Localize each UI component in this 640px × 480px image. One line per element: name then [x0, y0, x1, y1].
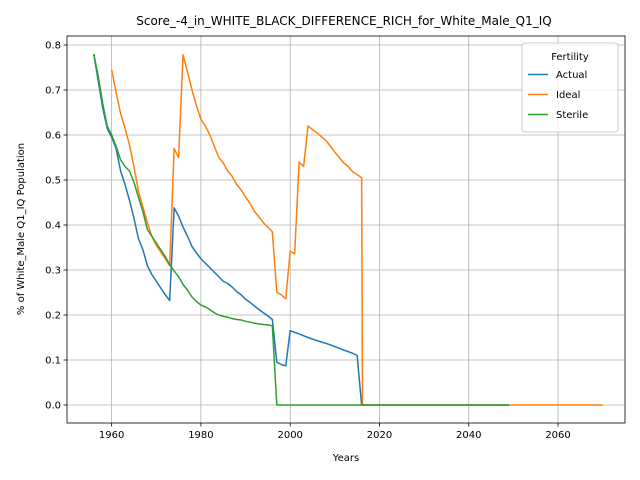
y-axis-ticks: 0.0 0.1 0.2 0.3 0.4 0.5 0.6 0.7 0.8	[45, 41, 67, 412]
y-tick-label: 0.2	[45, 311, 61, 322]
series-line-sterile	[93, 53, 509, 406]
y-tick-label: 0.3	[45, 266, 61, 277]
y-tick-label: 0.8	[45, 41, 61, 52]
x-tick-label: 1980	[188, 430, 213, 441]
x-axis-label: Years	[332, 453, 359, 464]
series-line-ideal	[110, 54, 603, 406]
legend-label-sterile: Sterile	[556, 110, 588, 121]
legend: Fertility Actual Ideal Sterile	[521, 42, 619, 133]
legend-label-ideal: Ideal	[556, 90, 580, 101]
y-tick-label: 0.5	[45, 176, 61, 187]
y-tick-label: 0.1	[45, 356, 61, 367]
x-tick-label: 2000	[277, 430, 302, 441]
grid-lines	[67, 36, 625, 423]
legend-title: Fertility	[551, 52, 589, 63]
x-tick-label: 2020	[367, 430, 392, 441]
plot-area-frame	[66, 35, 626, 424]
series-line-actual	[93, 53, 509, 406]
y-tick-label: 0.0	[45, 401, 61, 412]
legend-entries: Actual Ideal Sterile	[528, 70, 588, 121]
y-tick-label: 0.6	[45, 131, 61, 142]
chart-title: Score_-4_in_WHITE_BLACK_DIFFERENCE_RICH_…	[136, 14, 551, 28]
y-tick-label: 0.7	[45, 86, 61, 97]
x-axis-ticks: 1960 1980 2000 2020 2040 2060	[99, 423, 571, 441]
x-tick-label: 2060	[545, 430, 570, 441]
x-tick-label: 1960	[99, 430, 124, 441]
legend-label-actual: Actual	[556, 70, 587, 81]
legend-box	[521, 42, 619, 133]
y-tick-label: 0.4	[45, 221, 61, 232]
series-lines	[93, 53, 603, 406]
x-tick-label: 2040	[456, 430, 481, 441]
y-axis-label: % of White_Male Q1_IQ Population	[16, 143, 27, 315]
